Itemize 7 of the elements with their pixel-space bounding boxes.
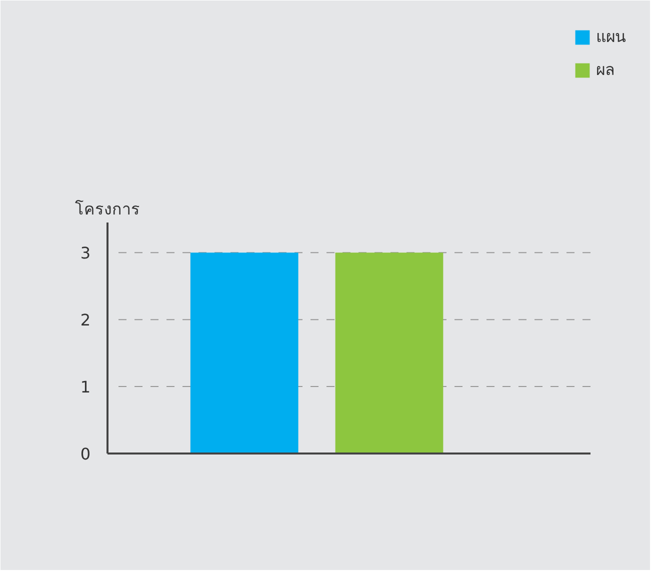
y-axis-title: โครงการ xyxy=(75,200,140,218)
y-tick-label: 3 xyxy=(80,244,91,263)
legend-label: แผน xyxy=(596,26,626,48)
y-tick-label: 1 xyxy=(80,378,91,397)
legend-label: ผล xyxy=(596,59,616,81)
y-tick-label: 2 xyxy=(80,310,91,330)
y-tick-label: 0 xyxy=(80,444,91,464)
